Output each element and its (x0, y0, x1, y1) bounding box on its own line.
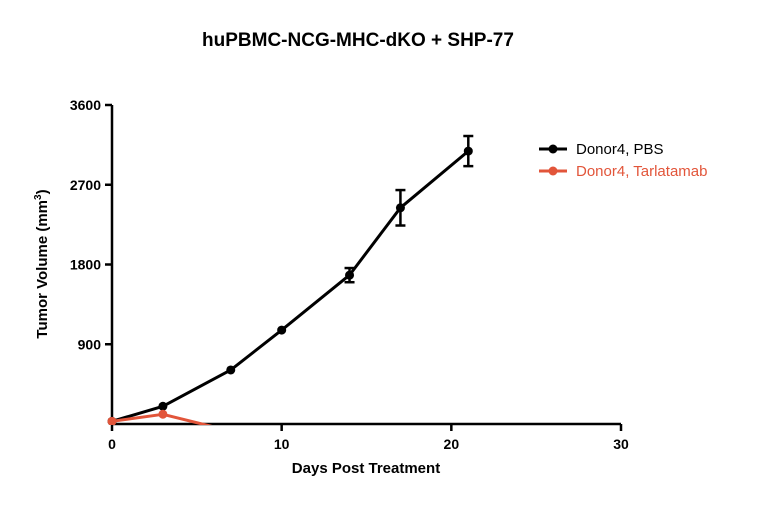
legend-marker (548, 144, 558, 154)
y-tick-label: 2700 (70, 177, 101, 193)
data-point (463, 146, 473, 156)
y-axis-ticks: 900 1800 2700 3600 (70, 97, 112, 352)
y-tick-label: 3600 (70, 97, 101, 113)
x-tick-label: 10 (274, 436, 290, 452)
y-tick-label: 1800 (70, 257, 101, 273)
legend-label: Donor4, Tarlatamab (576, 163, 707, 180)
data-point (226, 365, 236, 375)
series-layer (107, 134, 474, 436)
series-2 (107, 409, 235, 436)
y-axis-label: Tumor Volume (mm3) (33, 189, 51, 338)
x-tick-label: 20 (444, 436, 460, 452)
y-tick-label: 900 (78, 336, 102, 352)
legend: Donor4, PBS Donor4, Tarlatamab (539, 141, 707, 180)
data-point (226, 427, 235, 436)
x-tick-label: 0 (108, 436, 116, 452)
y-axis-label-superscript: 3 (33, 194, 44, 200)
data-point (158, 409, 168, 419)
chart-title: huPBMC-NCG-MHC-dKO + SHP-77 (202, 30, 514, 51)
data-point (277, 325, 287, 335)
data-point (158, 401, 168, 411)
legend-label: Donor4, PBS (576, 141, 664, 158)
series-1 (107, 134, 474, 425)
x-tick-label: 30 (613, 436, 629, 452)
data-point (345, 270, 355, 280)
legend-marker (548, 166, 558, 176)
y-axis-label-text: Tumor Volume (mm (34, 200, 51, 339)
x-axis-ticks: 0 10 20 30 (108, 424, 629, 452)
y-axis-label-close: ) (34, 189, 51, 194)
data-point (107, 416, 117, 425)
x-axis-label: Days Post Treatment (292, 460, 440, 477)
data-point (395, 203, 405, 213)
series-line (111, 149, 470, 423)
